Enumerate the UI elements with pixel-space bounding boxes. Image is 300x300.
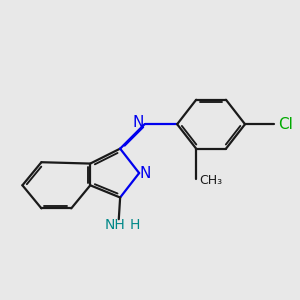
Text: CH₃: CH₃ — [200, 174, 223, 187]
Text: N: N — [133, 116, 144, 130]
Text: Cl: Cl — [278, 117, 293, 132]
Text: NH: NH — [104, 218, 125, 232]
Text: H: H — [130, 218, 140, 232]
Text: N: N — [140, 166, 151, 181]
